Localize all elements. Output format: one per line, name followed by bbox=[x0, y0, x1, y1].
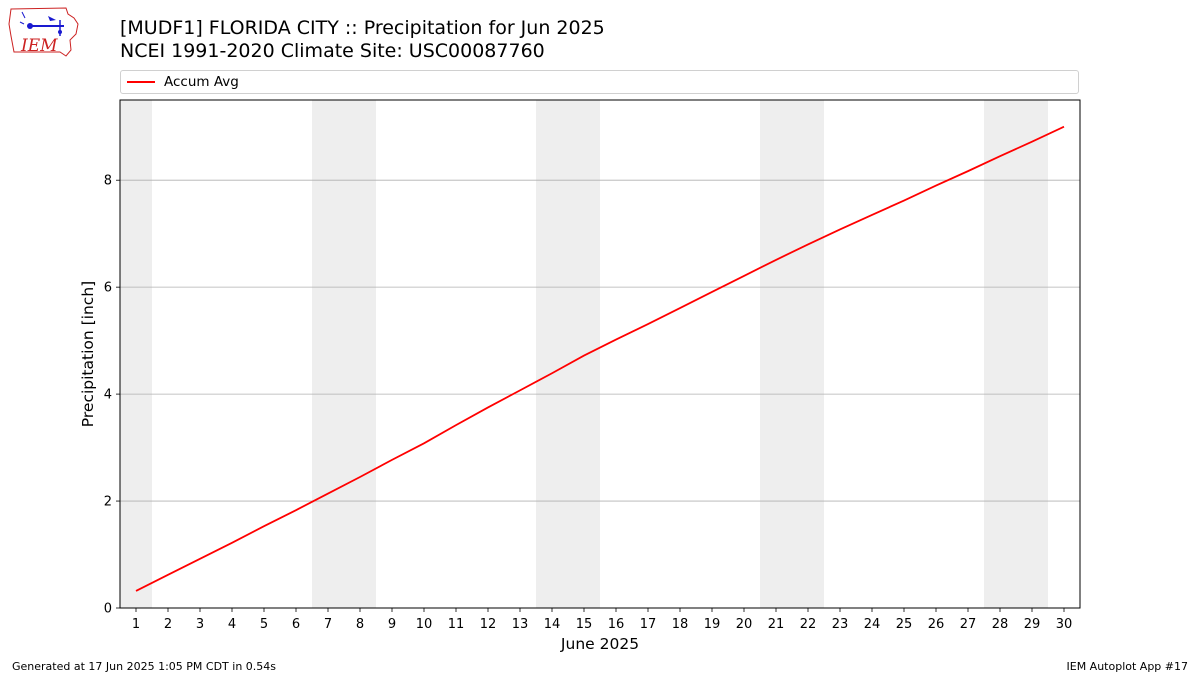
weekend-band bbox=[760, 100, 824, 608]
x-tick-label: 10 bbox=[416, 617, 433, 632]
y-axis-label: Precipitation [inch] bbox=[79, 281, 97, 427]
x-tick-label: 20 bbox=[736, 617, 753, 632]
legend-swatch-accum-avg bbox=[127, 81, 155, 83]
x-tick-label: 3 bbox=[196, 617, 204, 632]
y-tick-label: 6 bbox=[104, 281, 112, 296]
x-tick-label: 21 bbox=[768, 617, 785, 632]
plot-frame bbox=[119, 99, 1081, 609]
logo-text: IEM bbox=[20, 36, 58, 56]
chart-title: [MUDF1] FLORIDA CITY :: Precipitation fo… bbox=[120, 17, 605, 39]
x-tick-label: 16 bbox=[608, 617, 625, 632]
x-tick-label: 9 bbox=[388, 617, 396, 632]
x-tick-label: 25 bbox=[896, 617, 913, 632]
x-tick-label: 27 bbox=[960, 617, 977, 632]
x-tick-label: 26 bbox=[928, 617, 945, 632]
series-line-accum-avg bbox=[135, 125, 1065, 592]
x-tick-label: 19 bbox=[704, 617, 721, 632]
y-tick-label: 4 bbox=[104, 388, 112, 403]
y-tick-label: 2 bbox=[104, 495, 112, 510]
x-tick-label: 12 bbox=[480, 617, 497, 632]
x-tick-label: 23 bbox=[832, 617, 849, 632]
weekend-band bbox=[536, 100, 600, 608]
x-tick-label: 5 bbox=[260, 617, 268, 632]
footer-generated: Generated at 17 Jun 2025 1:05 PM CDT in … bbox=[12, 660, 277, 673]
y-tick-label: 0 bbox=[104, 602, 112, 617]
legend-label-accum-avg: Accum Avg bbox=[164, 74, 239, 90]
x-tick-label: 1 bbox=[132, 617, 140, 632]
x-tick-label: 6 bbox=[292, 617, 300, 632]
x-tick-label: 29 bbox=[1024, 617, 1041, 632]
chart-subtitle: NCEI 1991-2020 Climate Site: USC00087760 bbox=[120, 40, 545, 62]
x-tick-label: 22 bbox=[800, 617, 817, 632]
x-tick-label: 2 bbox=[164, 617, 172, 632]
footer-app-id: IEM Autoplot App #17 bbox=[1066, 660, 1189, 673]
x-axis-label: June 2025 bbox=[560, 635, 639, 653]
x-tick-label: 7 bbox=[324, 617, 332, 632]
iem-logo-graphic: IEM bbox=[8, 7, 79, 57]
weekend-band bbox=[984, 100, 1048, 608]
x-tick-label: 28 bbox=[992, 617, 1009, 632]
x-tick-label: 4 bbox=[228, 617, 236, 632]
x-tick-label: 30 bbox=[1056, 617, 1073, 632]
weekend-band bbox=[120, 100, 152, 608]
x-tick-label: 13 bbox=[512, 617, 529, 632]
x-tick-label: 14 bbox=[544, 617, 561, 632]
x-tick-label: 17 bbox=[640, 617, 657, 632]
x-tick-label: 24 bbox=[864, 617, 881, 632]
weekend-band bbox=[312, 100, 376, 608]
x-tick-label: 11 bbox=[448, 617, 465, 632]
iem-logo: IEM bbox=[8, 6, 80, 58]
x-tick-label: 15 bbox=[576, 617, 593, 632]
y-tick-label: 8 bbox=[104, 174, 112, 189]
x-tick-label: 18 bbox=[672, 617, 689, 632]
x-tick-label: 8 bbox=[356, 617, 364, 632]
legend: Accum Avg bbox=[120, 70, 1079, 94]
